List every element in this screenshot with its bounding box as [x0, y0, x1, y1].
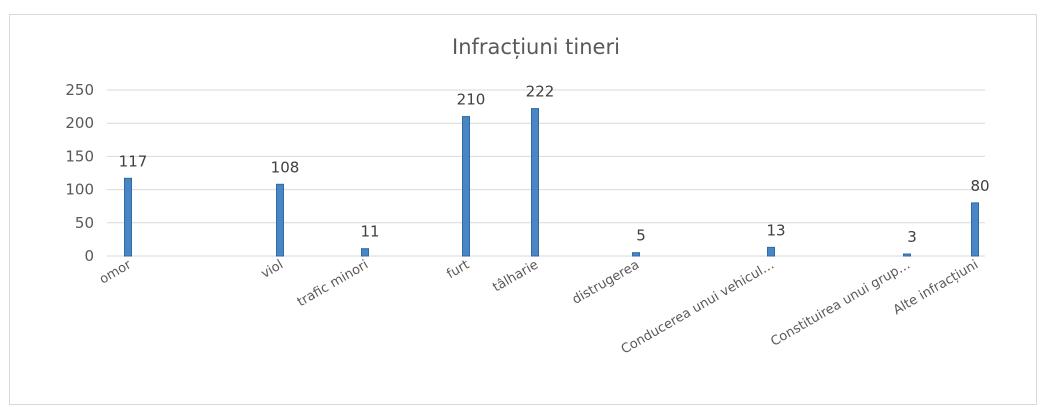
chart-frame: [9, 14, 1037, 405]
data-label: 5: [636, 227, 646, 245]
bar: [276, 183, 284, 257]
bar: [767, 246, 775, 257]
category-label: omor: [97, 257, 134, 287]
category-label: viol: [259, 257, 286, 281]
bar: [632, 252, 640, 257]
y-tick-label: 50: [75, 214, 94, 232]
bar: [124, 177, 132, 257]
y-tick-label: 200: [65, 114, 94, 132]
category-label: tâlharie: [490, 257, 541, 295]
category-label: Constituirea unui grup…: [768, 257, 913, 349]
y-tick-label: 0: [84, 247, 94, 265]
bars: [124, 108, 979, 257]
data-label: 117: [119, 152, 148, 170]
y-tick-label: 100: [65, 181, 94, 199]
bar: [462, 116, 470, 257]
category-label: furt: [444, 257, 472, 282]
y-axis-ticks: 0 50 100 150 200 250: [65, 81, 94, 265]
data-label: 3: [907, 228, 917, 246]
data-label: 222: [526, 83, 555, 101]
bar: [971, 202, 979, 257]
data-label: 210: [457, 91, 486, 109]
data-label: 80: [970, 177, 989, 195]
chart-title: Infracțiuni tineri: [452, 35, 620, 59]
category-label: Conducerea unui vehicul…: [619, 257, 777, 357]
gridlines: [107, 89, 985, 257]
y-tick-label: 150: [65, 147, 94, 165]
y-tick-label: 250: [65, 81, 94, 99]
bar: [531, 108, 539, 257]
bar: [361, 248, 369, 257]
bar: [903, 253, 911, 257]
category-label: distrugerea: [570, 257, 642, 307]
data-label: 11: [360, 223, 379, 241]
category-label: trafic minori: [295, 257, 371, 310]
data-label: 13: [766, 221, 785, 239]
data-labels: 117 108 11 210 222 5 13 3 80: [119, 83, 990, 246]
x-axis-categories: omor viol trafic minori furt tâlharie distrug…: [97, 257, 981, 357]
data-label: 108: [271, 158, 300, 176]
